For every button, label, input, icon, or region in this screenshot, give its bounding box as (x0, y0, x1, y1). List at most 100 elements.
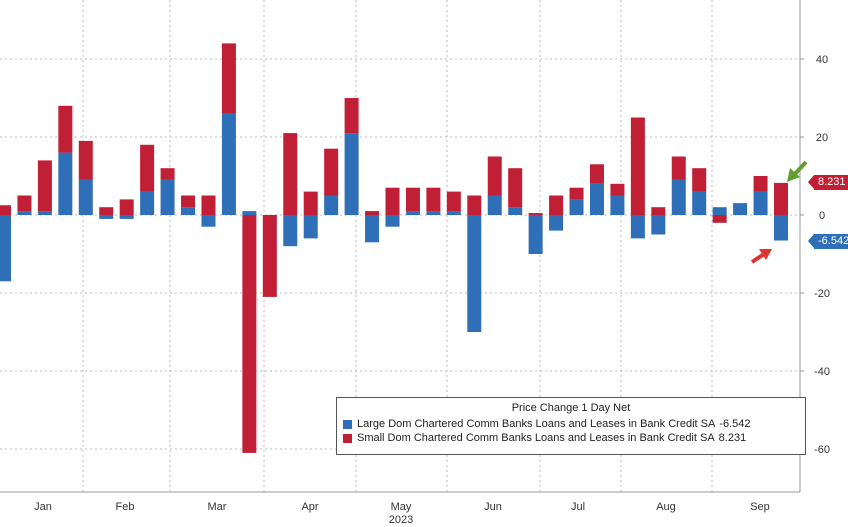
bar-small (17, 195, 32, 212)
bar-small (262, 215, 277, 297)
bar-small (630, 117, 645, 215)
x-tick-label: Jan (34, 501, 52, 513)
x-tick-label: Apr (301, 501, 318, 513)
bar-large (221, 113, 236, 215)
y-tick-label: 0 (819, 210, 825, 222)
bar-large (774, 215, 788, 241)
bar-large (160, 179, 175, 215)
bar-small (140, 144, 155, 192)
bar-large (712, 207, 727, 215)
legend-item-large: Large Dom Chartered Comm Banks Loans and… (343, 417, 799, 431)
bar-small (733, 203, 748, 204)
bar-large (99, 215, 114, 219)
bar-large (467, 215, 482, 332)
bar-large (487, 195, 502, 215)
bar-small (58, 105, 73, 153)
bar-small (487, 156, 502, 196)
legend: Price Change 1 Day Net Large Dom Charter… (336, 397, 806, 455)
bar-large (283, 215, 298, 247)
bar-large (508, 207, 523, 215)
bar-large (651, 215, 666, 235)
bar-large (528, 215, 543, 254)
bar-small (692, 168, 707, 192)
bar-small (651, 207, 666, 215)
bar-small (37, 160, 52, 212)
bar-small (610, 183, 625, 196)
bar-small (385, 187, 400, 215)
bar-small (181, 195, 196, 208)
bar-small (426, 187, 441, 212)
bar-small (324, 148, 339, 196)
bar-large (549, 215, 564, 231)
bar-large (242, 211, 257, 215)
bar-large (78, 179, 93, 215)
green-arrowhead-icon (787, 168, 800, 182)
bar-large (446, 211, 461, 215)
bar-small (405, 187, 420, 212)
bar-small (78, 140, 93, 180)
bar-large (344, 133, 359, 215)
bar-small (712, 215, 727, 223)
bar-large (610, 195, 625, 215)
bar-large (58, 152, 73, 215)
bar-large (140, 191, 155, 215)
bar-large (385, 215, 400, 227)
bar-small (99, 207, 114, 215)
y-tick-label: 20 (816, 132, 828, 144)
y-tick-label: -20 (814, 288, 830, 300)
bar-large (589, 183, 604, 215)
x-tick-label: Sep (750, 501, 770, 513)
bar-small (303, 191, 318, 215)
bar-large (37, 211, 52, 215)
bar-small (671, 156, 686, 180)
red-arrow-icon (750, 252, 766, 264)
bar-small (589, 164, 604, 184)
bar-large (569, 199, 584, 215)
y-tick-label: 40 (816, 54, 828, 66)
bar-small (283, 133, 298, 215)
bar-small (774, 182, 788, 215)
x-tick-label: Jun (484, 501, 502, 513)
bar-small (753, 176, 768, 192)
bar-small (0, 205, 11, 215)
x-tick-label: Mar (208, 501, 227, 513)
last-value-tag-large: -6.542 (807, 234, 848, 249)
x-tick-label: May (391, 501, 412, 513)
x-tick-label: Feb (116, 501, 135, 513)
bar-large (405, 211, 420, 215)
bar-small (221, 43, 236, 114)
legend-label-small: Small Dom Chartered Comm Banks Loans and… (357, 432, 715, 444)
legend-value-large: -6.542 (719, 418, 751, 430)
bar-large (671, 179, 686, 215)
y-tick-label: -60 (814, 444, 830, 456)
bar-small (160, 168, 175, 180)
bar-small (365, 211, 380, 215)
bar-large (324, 195, 339, 215)
bar-small (467, 195, 482, 215)
bar-large (753, 191, 768, 215)
x-tick-label: Jul (571, 501, 585, 513)
bar-large (201, 215, 216, 227)
bar-large (181, 207, 196, 215)
bar-large (630, 215, 645, 239)
bar-large (692, 191, 707, 215)
legend-title: Price Change 1 Day Net (511, 402, 631, 414)
bar-small (344, 98, 359, 134)
bar-small (119, 199, 134, 215)
bar-small (508, 168, 523, 208)
x-year-label: 2023 (389, 514, 413, 526)
bar-large (119, 215, 134, 219)
legend-item-small: Small Dom Chartered Comm Banks Loans and… (343, 431, 799, 445)
bar-small (446, 191, 461, 212)
legend-swatch-small (343, 433, 352, 443)
bar-small (528, 213, 543, 215)
bar-large (733, 203, 748, 215)
bar-small (201, 195, 216, 215)
legend-value-small: 8.231 (718, 432, 747, 444)
bar-large (17, 211, 32, 215)
bar-small (242, 215, 257, 453)
bar-large (426, 211, 441, 215)
bar-large (0, 215, 11, 282)
y-tick-label: -40 (814, 366, 830, 378)
